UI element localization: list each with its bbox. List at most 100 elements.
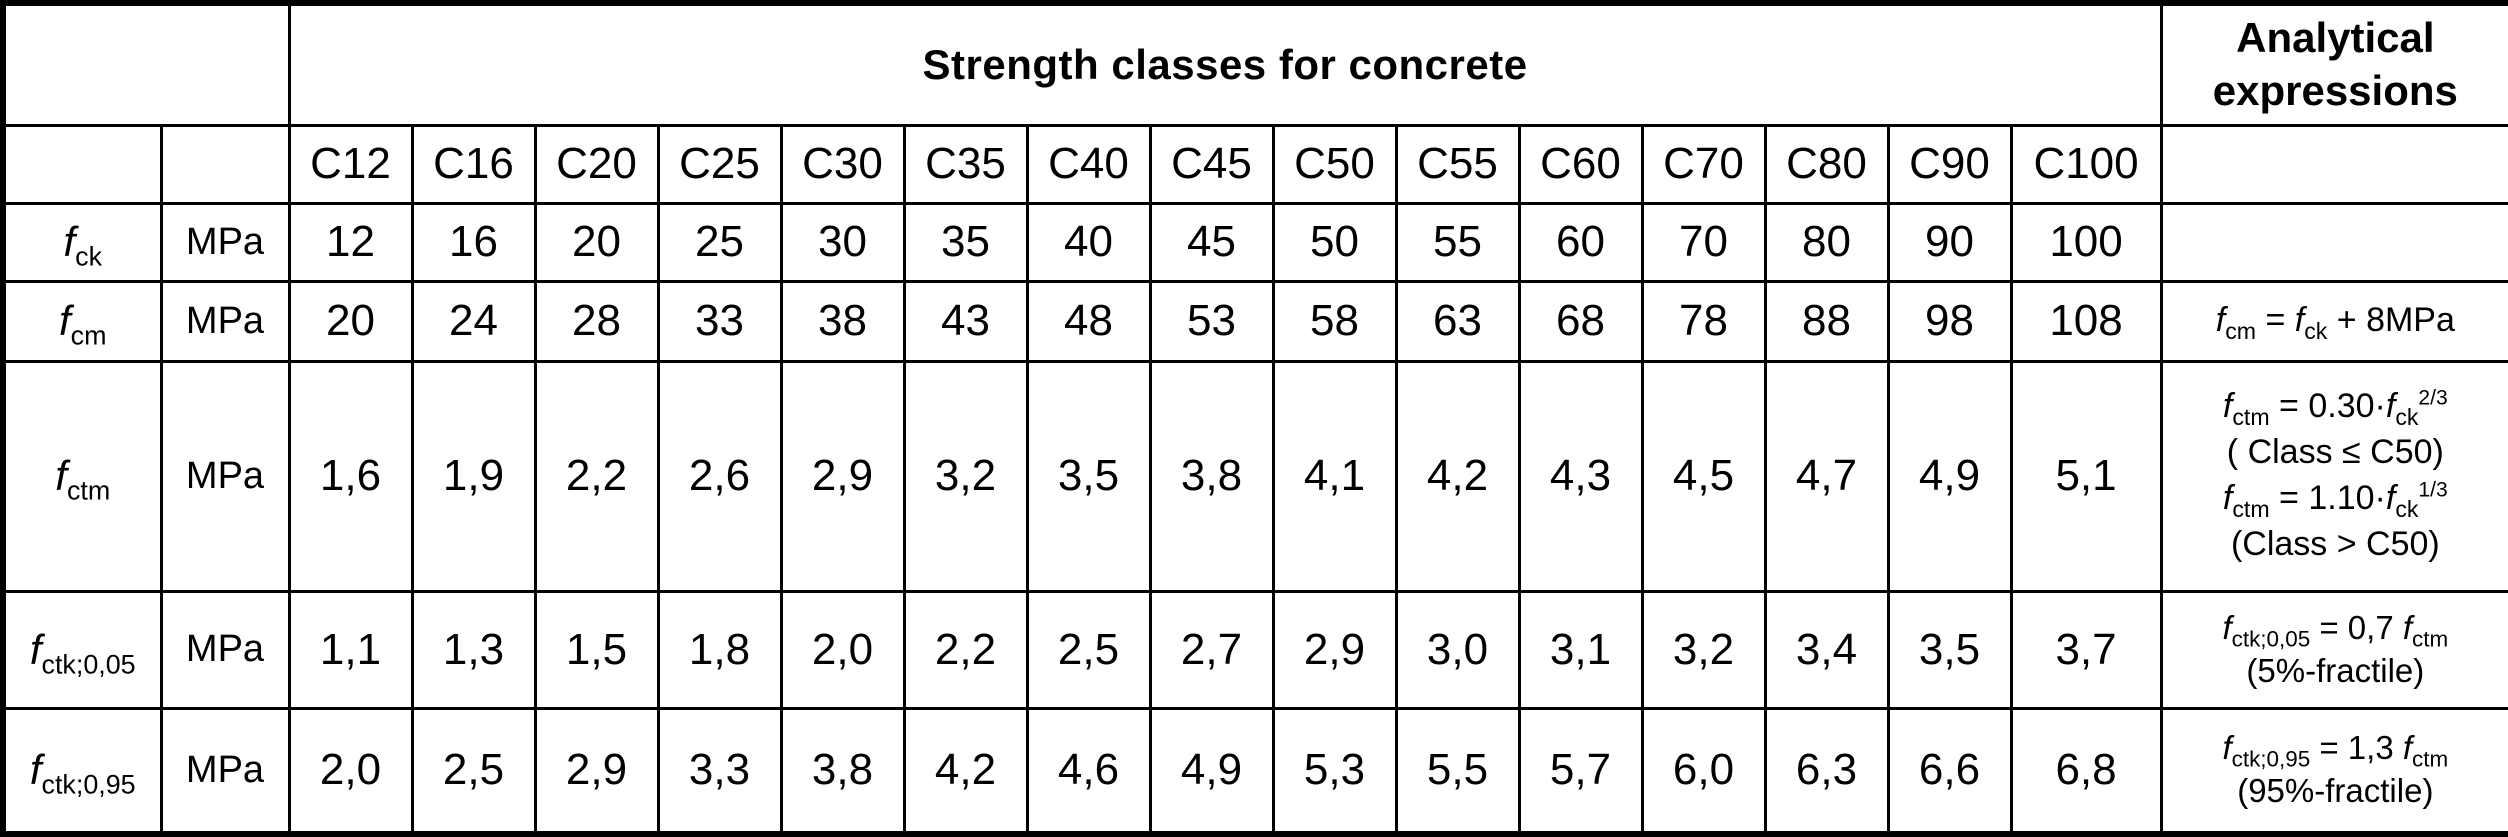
value-cell: 68 [1517,279,1644,363]
value-cell: 33 [656,279,783,363]
symbol-sub: ctm [2412,626,2449,652]
class-header-c60: C60 [1517,123,1644,205]
value-cell: 1,8 [656,589,783,710]
symbol-sub: cm [70,320,107,351]
value-cell: 5,1 [2009,359,2163,593]
formula-mid: = 0.30· [2269,387,2386,426]
value-cell: 24 [410,279,537,363]
symbol-sub: ctm [2232,495,2270,522]
class-header-c12: C12 [287,123,414,205]
symbol-sub: ck [75,241,103,272]
class-header-c70: C70 [1640,123,1767,205]
formula-fctk095: fctk;0,95 = 1,3 fctm [2163,727,2508,770]
table-title: Strength classes for concrete [287,1,2163,127]
class-header-c40: C40 [1025,123,1152,205]
value-cell: 6,8 [2009,706,2163,836]
value-cell: 3,8 [779,706,906,836]
empty-label-cell [1,123,163,205]
value-cell: 28 [533,279,660,363]
value-cell: 4,1 [1271,359,1398,593]
value-cell: 6,3 [1763,706,1890,836]
value-cell: 1,9 [410,359,537,593]
row-fck: fck MPa 12 16 20 25 30 35 40 45 50 55 60… [1,201,2508,283]
value-cell: 3,4 [1763,589,1890,710]
value-cell: 2,2 [533,359,660,593]
symbol-f: f [29,625,42,673]
expression-cell-fctk095: fctk;0,95 = 1,3 fctm (95%-fractile) [2159,706,2508,836]
value-cell: 12 [287,201,414,283]
class-header-c16: C16 [410,123,537,205]
value-cell: 48 [1025,279,1152,363]
value-cell: 20 [533,201,660,283]
value-cell: 3,3 [656,706,783,836]
value-cell: 2,0 [287,706,414,836]
symbol-f: f [29,746,42,794]
value-cell: 80 [1763,201,1890,283]
expression-cell-empty [2159,201,2508,283]
fractile-5-label: (5%-fractile) [2246,651,2425,689]
formula-mid: = 1.10· [2269,479,2386,517]
formula-fctm-le50: fctm = 0.30·fck2/3 [2163,384,2508,430]
title-row: Strength classes for concrete Analytical… [1,1,2508,127]
value-cell: 2,5 [410,706,537,836]
value-cell: 16 [410,201,537,283]
empty-unit-cell [159,123,291,205]
class-header-c45: C45 [1148,123,1275,205]
symbol-f: f [2215,301,2226,340]
value-cell: 4,5 [1640,359,1767,593]
class-header-c25: C25 [656,123,783,205]
symbol-sup: 1/3 [2418,478,2448,502]
value-cell: 5,3 [1271,706,1398,836]
value-cell: 90 [1886,201,2013,283]
row-fctk095: fctk;0,95 MPa 2,0 2,5 2,9 3,3 3,8 4,2 4,… [1,706,2508,836]
symbol-f: f [2294,301,2305,340]
value-cell: 20 [287,279,414,363]
condition-gt-c50: (Class > C50) [2230,524,2440,563]
value-cell: 43 [902,279,1029,363]
analytical-expressions-header: Analytical expressions [2159,1,2508,127]
class-header-c100: C100 [2009,123,2163,205]
symbol-f: f [2222,387,2233,426]
value-cell: 4,9 [1886,359,2013,593]
analytical-header-line1: Analytical [2236,14,2435,62]
class-header-c20: C20 [533,123,660,205]
symbol-f: f [55,452,67,499]
value-cell: 3,1 [1517,589,1644,710]
value-cell: 4,3 [1517,359,1644,593]
value-cell: 2,6 [656,359,783,593]
value-cell: 4,9 [1148,706,1275,836]
value-cell: 2,5 [1025,589,1152,710]
value-cell: 78 [1640,279,1767,363]
value-cell: 6,6 [1886,706,2013,836]
expression-cell-fcm: fcm = fck + 8MPa [2159,279,2508,363]
value-cell: 4,7 [1763,359,1890,593]
value-cell: 5,7 [1517,706,1644,836]
class-header-row: C12 C16 C20 C25 C30 C35 C40 C45 C50 C55 … [1,123,2508,205]
formula-mid: = 1,3 [2310,729,2403,767]
value-cell: 2,9 [533,706,660,836]
symbol-f: f [63,218,76,265]
value-cell: 50 [1271,201,1398,283]
value-cell: 1,3 [410,589,537,710]
row-fctm: fctm MPa 1,6 1,9 2,2 2,6 2,9 3,2 3,5 3,8… [1,359,2508,593]
class-header-c35: C35 [902,123,1029,205]
row-label-fck: fck [1,201,163,283]
unit-cell: MPa [159,589,291,710]
expression-cell-fctm: fctm = 0.30·fck2/3 ( Class ≤ C50) fctm =… [2159,359,2508,593]
value-cell: 70 [1640,201,1767,283]
corner-cell [1,1,291,127]
value-cell: 3,2 [902,359,1029,593]
row-label-fctk005: fctk;0,05 [1,589,163,710]
value-cell: 60 [1517,201,1644,283]
value-cell: 2,0 [779,589,906,710]
class-header-c55: C55 [1394,123,1521,205]
class-header-c80: C80 [1763,123,1890,205]
formula-fcm: fcm = fck + 8MPa [2163,298,2508,344]
equals: = [2256,301,2295,340]
symbol-sup: 2/3 [2418,386,2448,410]
row-fctk005: fctk;0,05 MPa 1,1 1,3 1,5 1,8 2,0 2,2 2,… [1,589,2508,710]
value-cell: 4,2 [1394,359,1521,593]
unit-cell: MPa [159,706,291,836]
symbol-f: f [2385,387,2396,426]
analytical-header-line2: expressions [2212,66,2458,114]
